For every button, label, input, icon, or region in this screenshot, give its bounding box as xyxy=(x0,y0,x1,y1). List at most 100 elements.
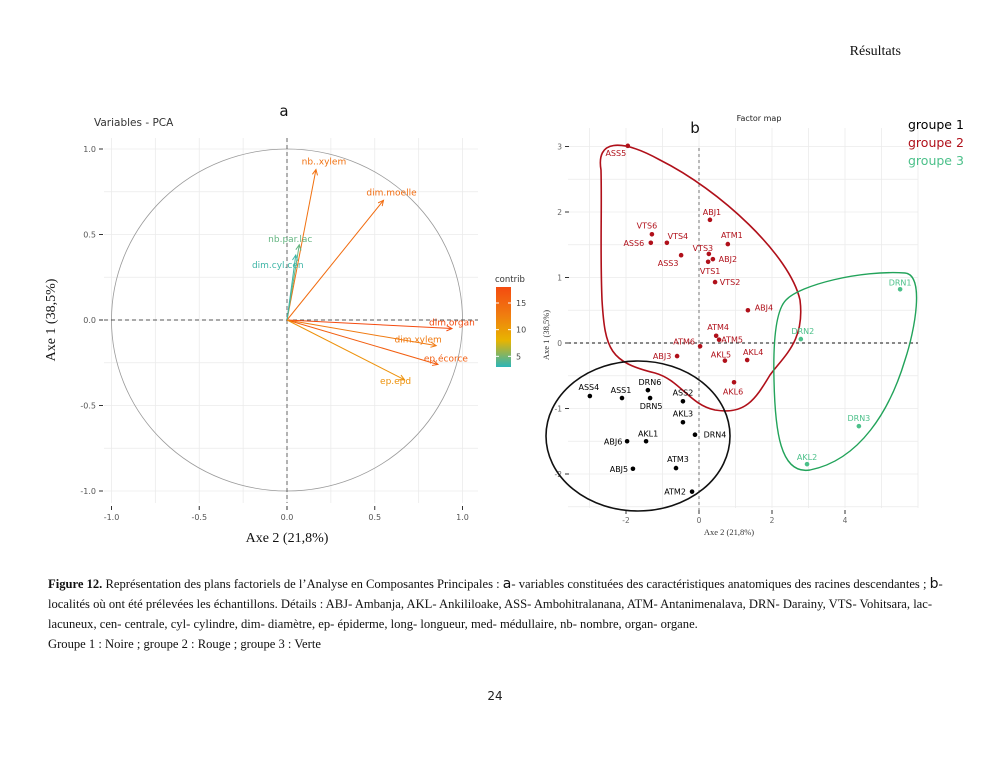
point-label: ATM1 xyxy=(721,231,743,240)
arrow-label: dim.cyl.cen xyxy=(252,261,304,271)
chart-title: Factor map xyxy=(737,114,782,123)
x-tick-label: 4 xyxy=(843,516,848,525)
y-tick-label: 1 xyxy=(557,274,562,283)
point-label: VTS3 xyxy=(693,244,714,253)
point-label: AKL5 xyxy=(711,351,731,360)
arrow-label: dim.moelle xyxy=(366,188,417,198)
point-label: DRN3 xyxy=(847,414,870,423)
point-AKL6 xyxy=(731,380,737,385)
caption-text-2: - variables constituées des caractéristi… xyxy=(511,577,930,591)
point-ATM4 xyxy=(713,333,719,339)
arrow-head xyxy=(377,199,385,207)
y-tick-label: 0.5 xyxy=(83,231,96,240)
point-label: VTS2 xyxy=(720,278,741,287)
point-ABJ2 xyxy=(710,256,716,262)
point-AKL5 xyxy=(722,358,728,363)
point-label: DRN2 xyxy=(791,327,814,336)
y-tick-label: -1.0 xyxy=(80,487,96,496)
point-ABJ4 xyxy=(745,307,751,313)
point-DRN2 xyxy=(798,336,804,342)
arrow-label: nb..xylem xyxy=(302,158,347,168)
point-label: DRN4 xyxy=(704,431,727,440)
point-label: ASS4 xyxy=(579,383,600,392)
caption-label: Figure 12. xyxy=(48,577,103,591)
caption-groups-line: Groupe 1 : Noire ; groupe 2 : Rouge ; gr… xyxy=(48,637,321,651)
point-ABJ6 xyxy=(624,438,630,444)
point-label: DRN1 xyxy=(889,278,912,287)
legend-colorbar xyxy=(496,287,511,367)
caption-letter-b: b xyxy=(929,576,939,592)
arrow-head xyxy=(311,168,318,176)
y-tick-label: -0.5 xyxy=(80,402,96,411)
point-label: ASS3 xyxy=(658,259,679,268)
arrow-line xyxy=(286,169,317,321)
pca-variables-chart: -1.0 -0.5 0.0 0.5 1.0 1.0 0.5 0.0 -0.5 -1.0 a Varia… xyxy=(44,102,526,546)
point-label: AKL2 xyxy=(797,453,817,462)
point-ATM3 xyxy=(673,465,679,471)
point-DRN1 xyxy=(897,286,903,292)
arrow-label: dim.organ xyxy=(429,319,475,329)
arrow-line xyxy=(286,319,437,347)
x-tick-label: 2 xyxy=(770,516,775,525)
point-ASS5 xyxy=(625,143,631,149)
arrow-line xyxy=(286,199,384,321)
point-VTS2 xyxy=(712,279,718,285)
y-tick-label: 3 xyxy=(557,143,562,152)
point-label: ASS2 xyxy=(673,388,694,397)
legend-title: contrib xyxy=(495,275,525,285)
point-ATM5 xyxy=(716,337,722,343)
panel-letter-a: a xyxy=(279,102,288,120)
point-ASS4 xyxy=(587,393,593,399)
x-tick-label: 1.0 xyxy=(456,513,469,522)
point-label: ASS6 xyxy=(623,239,644,248)
arrow-head xyxy=(292,253,299,261)
y-tick-label: 1.0 xyxy=(83,145,96,154)
point-DRN4 xyxy=(692,432,698,438)
point-label: ATM4 xyxy=(707,323,729,332)
point-label: DRN5 xyxy=(640,402,663,411)
point-label: ABJ1 xyxy=(703,208,721,217)
chart-title: Variables - PCA xyxy=(94,117,174,129)
group-1-hull xyxy=(545,360,731,512)
legend-entry-group-2: groupe 2 xyxy=(908,135,964,150)
point-ASS6 xyxy=(648,240,654,246)
point-label: ABJ4 xyxy=(755,303,773,312)
point-label: ABJ6 xyxy=(604,437,622,446)
arrow-line xyxy=(286,319,405,381)
point-ABJ5 xyxy=(630,466,636,472)
arrow-label: ep.epd xyxy=(380,377,411,387)
section-header: Résultats xyxy=(849,44,901,59)
point-label: ATM2 xyxy=(664,488,686,497)
caption-text-3: - localités où ont été prélevées les éch… xyxy=(48,577,943,631)
x-tick-label: 0.0 xyxy=(281,513,294,522)
point-label: AKL4 xyxy=(743,348,763,357)
page-number: 24 xyxy=(487,689,503,703)
arrow-head xyxy=(430,341,438,348)
arrow-label: dim.xylem xyxy=(395,336,442,346)
figure-caption: Figure 12. Représentation des plans fact… xyxy=(48,574,958,654)
y-tick-label: 0.0 xyxy=(83,316,96,325)
point-DRN5 xyxy=(647,395,653,401)
point-label: ATM6 xyxy=(673,337,695,346)
point-label: VTS6 xyxy=(637,221,658,230)
panel-letter-b: b xyxy=(690,119,700,137)
legend-entry-group-3: groupe 3 xyxy=(908,153,964,168)
caption-text-1: Représentation des plans factoriels de l… xyxy=(102,577,503,591)
y-axis-label: Axe 1 (38,5%) xyxy=(541,310,551,360)
arrow-head xyxy=(295,243,302,251)
arrow-line xyxy=(286,319,439,365)
point-ABJ3 xyxy=(674,353,680,359)
point-AKL4 xyxy=(744,357,750,363)
point-ATM6 xyxy=(697,343,703,349)
x-tick-label: -1.0 xyxy=(104,513,120,522)
arrow-line xyxy=(286,319,452,330)
point-DRN6 xyxy=(645,387,651,393)
point-VTS6 xyxy=(649,231,655,237)
point-ASS2 xyxy=(680,398,686,404)
point-VTS4 xyxy=(664,240,670,246)
y-tick-label: 2 xyxy=(557,208,562,217)
point-ABJ1 xyxy=(707,217,713,223)
x-tick-label: 0.5 xyxy=(368,513,381,522)
x-tick-label: 0 xyxy=(697,516,702,525)
